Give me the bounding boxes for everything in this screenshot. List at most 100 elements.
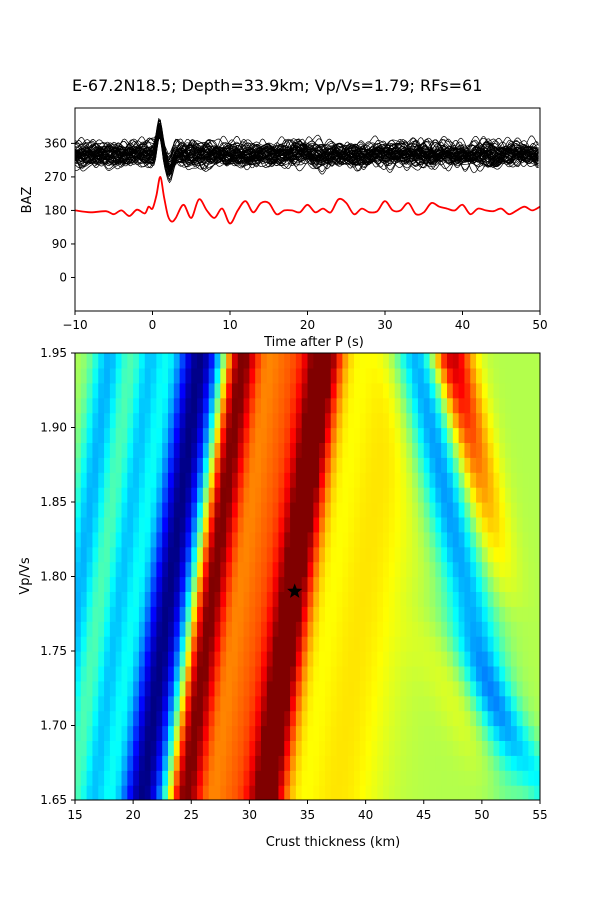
heatmap-cell	[534, 427, 540, 443]
heatmap-cell	[371, 695, 378, 712]
heatmap-cell	[261, 725, 268, 741]
heatmap-cell	[505, 755, 512, 771]
heatmap-cell	[80, 561, 88, 578]
heatmap-cell	[104, 755, 111, 771]
heatmap-cell	[144, 695, 152, 712]
heatmap-cell	[115, 695, 123, 712]
heatmap-cell	[231, 367, 239, 384]
heatmap-cell	[394, 770, 402, 786]
heatmap-cell	[231, 755, 239, 771]
heatmap-cell	[133, 457, 140, 473]
heatmap-cell	[481, 576, 489, 592]
heatmap-cell	[156, 561, 163, 578]
heatmap-cell	[336, 785, 343, 800]
heatmap-cell	[348, 710, 355, 727]
heatmap-cell	[150, 695, 157, 712]
heatmap-cell	[441, 561, 448, 578]
heatmap-cell	[173, 457, 181, 473]
heatmap-cell	[255, 382, 262, 399]
heatmap-cell	[249, 472, 256, 488]
heatmap-cell	[208, 770, 216, 786]
heatmap-cell	[348, 502, 355, 518]
heatmap-cell	[150, 665, 157, 682]
heatmap-cell	[354, 665, 361, 682]
heatmap-cell	[377, 755, 384, 771]
heatmap-cell	[243, 740, 250, 756]
heatmap-cell	[220, 353, 227, 369]
heatmap-cell	[202, 576, 210, 592]
heatmap-cell	[377, 531, 384, 548]
heatmap-cell	[220, 725, 227, 741]
heatmap-cell	[98, 755, 105, 771]
heatmap-cell	[307, 427, 314, 443]
heatmap-cell	[92, 695, 99, 712]
heatmap-cell	[388, 770, 396, 786]
heatmap-cell	[226, 516, 233, 533]
heatmap-cell	[98, 651, 105, 667]
heatmap-cell	[522, 502, 529, 518]
heatmap-cell	[301, 725, 309, 741]
heatmap-cell	[499, 397, 506, 414]
heatmap-cell	[278, 680, 285, 697]
heatmap-cell	[388, 576, 396, 592]
heatmap-cell	[301, 710, 309, 727]
heatmap-cell	[243, 382, 250, 399]
heatmap-cell	[441, 412, 448, 429]
heatmap-cell	[150, 591, 157, 607]
heatmap-cell	[127, 770, 134, 786]
heatmap-cell	[162, 680, 169, 697]
heatmap-cell	[319, 531, 326, 548]
heatmap-cell	[423, 472, 431, 488]
heatmap-cell	[278, 576, 285, 592]
heatmap-cell	[377, 353, 384, 369]
heatmap-cell	[377, 695, 384, 712]
heatmap-cell	[464, 740, 471, 756]
heatmap-cell	[295, 651, 303, 667]
heatmap-cell	[481, 412, 489, 429]
heatmap-cell	[505, 665, 512, 682]
heatmap-cell	[272, 487, 280, 503]
heatmap-cell	[237, 531, 245, 548]
heatmap-cell	[80, 397, 88, 414]
heatmap-cell	[470, 665, 477, 682]
heatmap-cell	[255, 367, 262, 384]
heatmap-cell	[499, 725, 506, 741]
heatmap-cell	[284, 412, 291, 429]
bottom-x-tick-label: 35	[300, 808, 315, 822]
heatmap-cell	[336, 710, 343, 727]
heatmap-cell	[168, 621, 175, 637]
heatmap-cell	[522, 651, 529, 667]
heatmap-cell	[406, 710, 413, 727]
heatmap-cell	[191, 785, 198, 800]
heatmap-cell	[412, 651, 419, 667]
heatmap-cell	[499, 785, 506, 800]
heatmap-cell	[406, 621, 413, 637]
heatmap-cell	[75, 785, 82, 800]
heatmap-cell	[162, 516, 169, 533]
heatmap-cell	[423, 427, 431, 443]
heatmap-cell	[487, 367, 495, 384]
heatmap-cell	[185, 412, 192, 429]
heatmap-cell	[470, 353, 477, 369]
heatmap-cell	[534, 770, 540, 786]
heatmap-cell	[307, 695, 314, 712]
heatmap-cell	[191, 606, 198, 622]
heatmap-cell	[115, 680, 123, 697]
heatmap-cell	[487, 427, 495, 443]
rf-trace-line	[75, 122, 539, 176]
heatmap-cell	[481, 442, 489, 458]
heatmap-cell	[481, 725, 489, 741]
heatmap-cell	[127, 591, 134, 607]
heatmap-cell	[185, 680, 192, 697]
heatmap-cell	[104, 487, 111, 503]
heatmap-cell	[214, 680, 221, 697]
heatmap-cell	[86, 725, 94, 741]
heatmap-cell	[261, 785, 268, 800]
heatmap-cell	[138, 606, 146, 622]
heatmap-cell	[522, 397, 529, 414]
heatmap-cell	[394, 740, 402, 756]
heatmap-cell	[423, 725, 431, 741]
heatmap-cell	[173, 427, 181, 443]
heatmap-cell	[365, 740, 373, 756]
heatmap-cell	[92, 755, 99, 771]
